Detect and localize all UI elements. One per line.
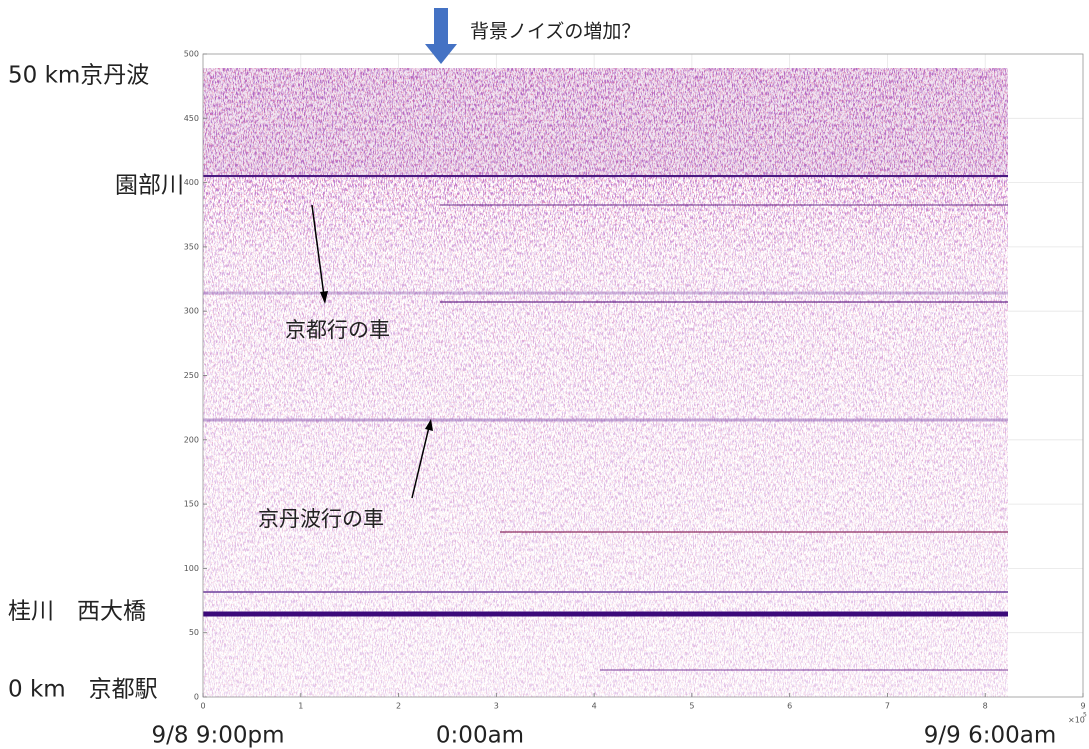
y-tick-label: 300	[184, 307, 199, 316]
x-multiplier-exponent: 5	[1083, 712, 1087, 719]
x-tick-label: 9	[1080, 702, 1085, 711]
annotation: 京都行の車	[285, 318, 390, 342]
x-multiplier: ×10	[1068, 716, 1085, 725]
y-tick-label: 250	[184, 371, 199, 380]
x-tick-label: 6	[787, 702, 792, 711]
x-tick-label: 5	[689, 702, 694, 711]
x-tick-label: 7	[885, 702, 890, 711]
time-label: 9/9 6:00am	[924, 723, 1056, 749]
place-label: 0 km 京都駅	[8, 677, 158, 703]
annotation: 京丹波行の車	[258, 507, 384, 531]
y-tick-label: 500	[184, 50, 199, 59]
ticks: 0 1 2 3 4 5 6 7 8 9 0 50 100 150 200 250 300 350 400 450 500	[184, 50, 1086, 711]
top-arrow	[425, 8, 457, 64]
x-tick-label: 2	[396, 702, 401, 711]
x-tick-label: 3	[494, 702, 499, 711]
heatmap	[203, 68, 1008, 697]
time-label: 0:00am	[436, 723, 524, 749]
x-tick-label: 4	[592, 702, 597, 711]
place-label: 桂川 西大橋	[8, 599, 146, 625]
y-tick-label: 0	[194, 693, 199, 702]
y-tick-label: 150	[184, 500, 199, 509]
y-tick-label: 450	[184, 114, 199, 123]
y-tick-label: 400	[184, 178, 199, 187]
place-label: 園部川	[115, 173, 184, 199]
place-label: 50 km京丹波	[8, 63, 149, 89]
x-tick-label: 0	[200, 702, 205, 711]
y-tick-label: 50	[189, 628, 199, 637]
time-label: 9/8 9:00pm	[152, 723, 285, 749]
y-tick-label: 200	[184, 435, 199, 444]
annotation-arrows	[311, 204, 433, 499]
y-tick-label: 100	[184, 564, 199, 573]
y-tick-label: 350	[184, 242, 199, 251]
x-tick-label: 1	[298, 702, 303, 711]
annotation-top: 背景ノイズの増加？	[470, 21, 640, 43]
x-tick-label: 8	[983, 702, 988, 711]
